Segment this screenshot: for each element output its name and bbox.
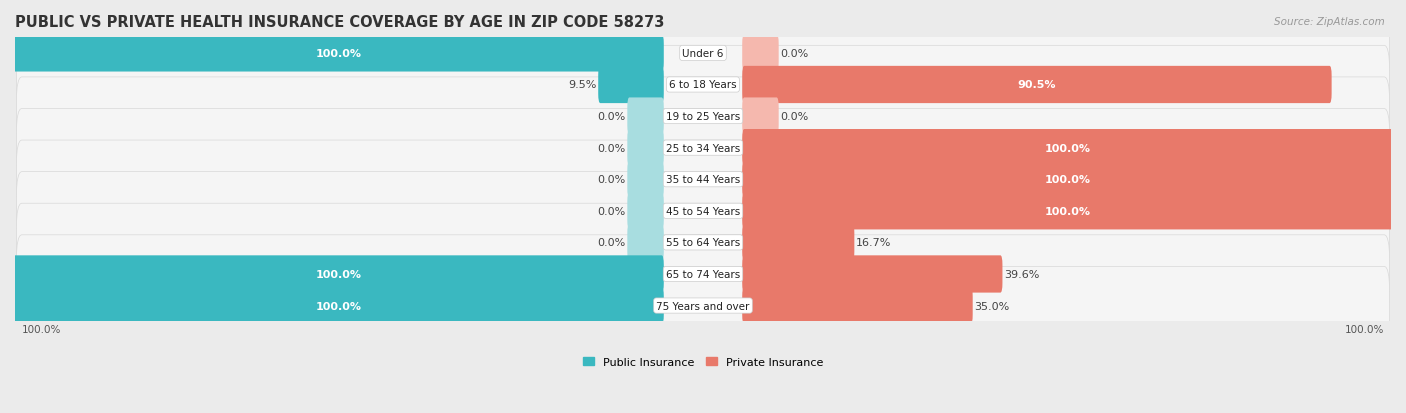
FancyBboxPatch shape [742, 66, 1331, 104]
Text: 100.0%: 100.0% [315, 49, 361, 59]
Text: 0.0%: 0.0% [598, 206, 626, 216]
FancyBboxPatch shape [627, 224, 664, 261]
Text: 100.0%: 100.0% [1045, 143, 1091, 153]
Text: 0.0%: 0.0% [598, 143, 626, 153]
FancyBboxPatch shape [627, 193, 664, 230]
FancyBboxPatch shape [627, 130, 664, 167]
Text: 100.0%: 100.0% [315, 301, 361, 311]
FancyBboxPatch shape [742, 287, 973, 324]
FancyBboxPatch shape [598, 66, 664, 104]
FancyBboxPatch shape [13, 35, 664, 72]
Text: 35.0%: 35.0% [974, 301, 1010, 311]
FancyBboxPatch shape [17, 172, 1389, 250]
FancyBboxPatch shape [17, 78, 1389, 156]
Text: 0.0%: 0.0% [598, 112, 626, 122]
FancyBboxPatch shape [627, 161, 664, 198]
FancyBboxPatch shape [13, 256, 664, 293]
FancyBboxPatch shape [627, 98, 664, 135]
FancyBboxPatch shape [17, 267, 1389, 345]
FancyBboxPatch shape [17, 46, 1389, 124]
Text: 90.5%: 90.5% [1018, 80, 1056, 90]
Text: 0.0%: 0.0% [598, 238, 626, 248]
Legend: Public Insurance, Private Insurance: Public Insurance, Private Insurance [583, 357, 823, 367]
FancyBboxPatch shape [17, 235, 1389, 313]
FancyBboxPatch shape [17, 204, 1389, 282]
FancyBboxPatch shape [17, 109, 1389, 188]
Text: 100.0%: 100.0% [22, 324, 62, 334]
Text: 55 to 64 Years: 55 to 64 Years [666, 238, 740, 248]
Text: 19 to 25 Years: 19 to 25 Years [666, 112, 740, 122]
Text: Source: ZipAtlas.com: Source: ZipAtlas.com [1274, 17, 1385, 26]
Text: 65 to 74 Years: 65 to 74 Years [666, 269, 740, 279]
Text: 16.7%: 16.7% [856, 238, 891, 248]
FancyBboxPatch shape [17, 15, 1389, 93]
FancyBboxPatch shape [742, 161, 1393, 198]
Text: 100.0%: 100.0% [1045, 175, 1091, 185]
Text: 45 to 54 Years: 45 to 54 Years [666, 206, 740, 216]
Text: 0.0%: 0.0% [780, 112, 808, 122]
Text: 9.5%: 9.5% [568, 80, 596, 90]
FancyBboxPatch shape [13, 287, 664, 324]
FancyBboxPatch shape [742, 256, 1002, 293]
Text: PUBLIC VS PRIVATE HEALTH INSURANCE COVERAGE BY AGE IN ZIP CODE 58273: PUBLIC VS PRIVATE HEALTH INSURANCE COVER… [15, 15, 665, 30]
Text: 39.6%: 39.6% [1004, 269, 1039, 279]
FancyBboxPatch shape [17, 141, 1389, 219]
Text: 35 to 44 Years: 35 to 44 Years [666, 175, 740, 185]
Text: 25 to 34 Years: 25 to 34 Years [666, 143, 740, 153]
Text: Under 6: Under 6 [682, 49, 724, 59]
Text: 100.0%: 100.0% [1045, 206, 1091, 216]
FancyBboxPatch shape [742, 193, 1393, 230]
FancyBboxPatch shape [742, 35, 779, 72]
Text: 0.0%: 0.0% [780, 49, 808, 59]
Text: 100.0%: 100.0% [315, 269, 361, 279]
FancyBboxPatch shape [742, 98, 779, 135]
FancyBboxPatch shape [742, 224, 855, 261]
Text: 75 Years and over: 75 Years and over [657, 301, 749, 311]
Text: 0.0%: 0.0% [598, 175, 626, 185]
Text: 100.0%: 100.0% [1344, 324, 1384, 334]
FancyBboxPatch shape [742, 130, 1393, 167]
Text: 6 to 18 Years: 6 to 18 Years [669, 80, 737, 90]
